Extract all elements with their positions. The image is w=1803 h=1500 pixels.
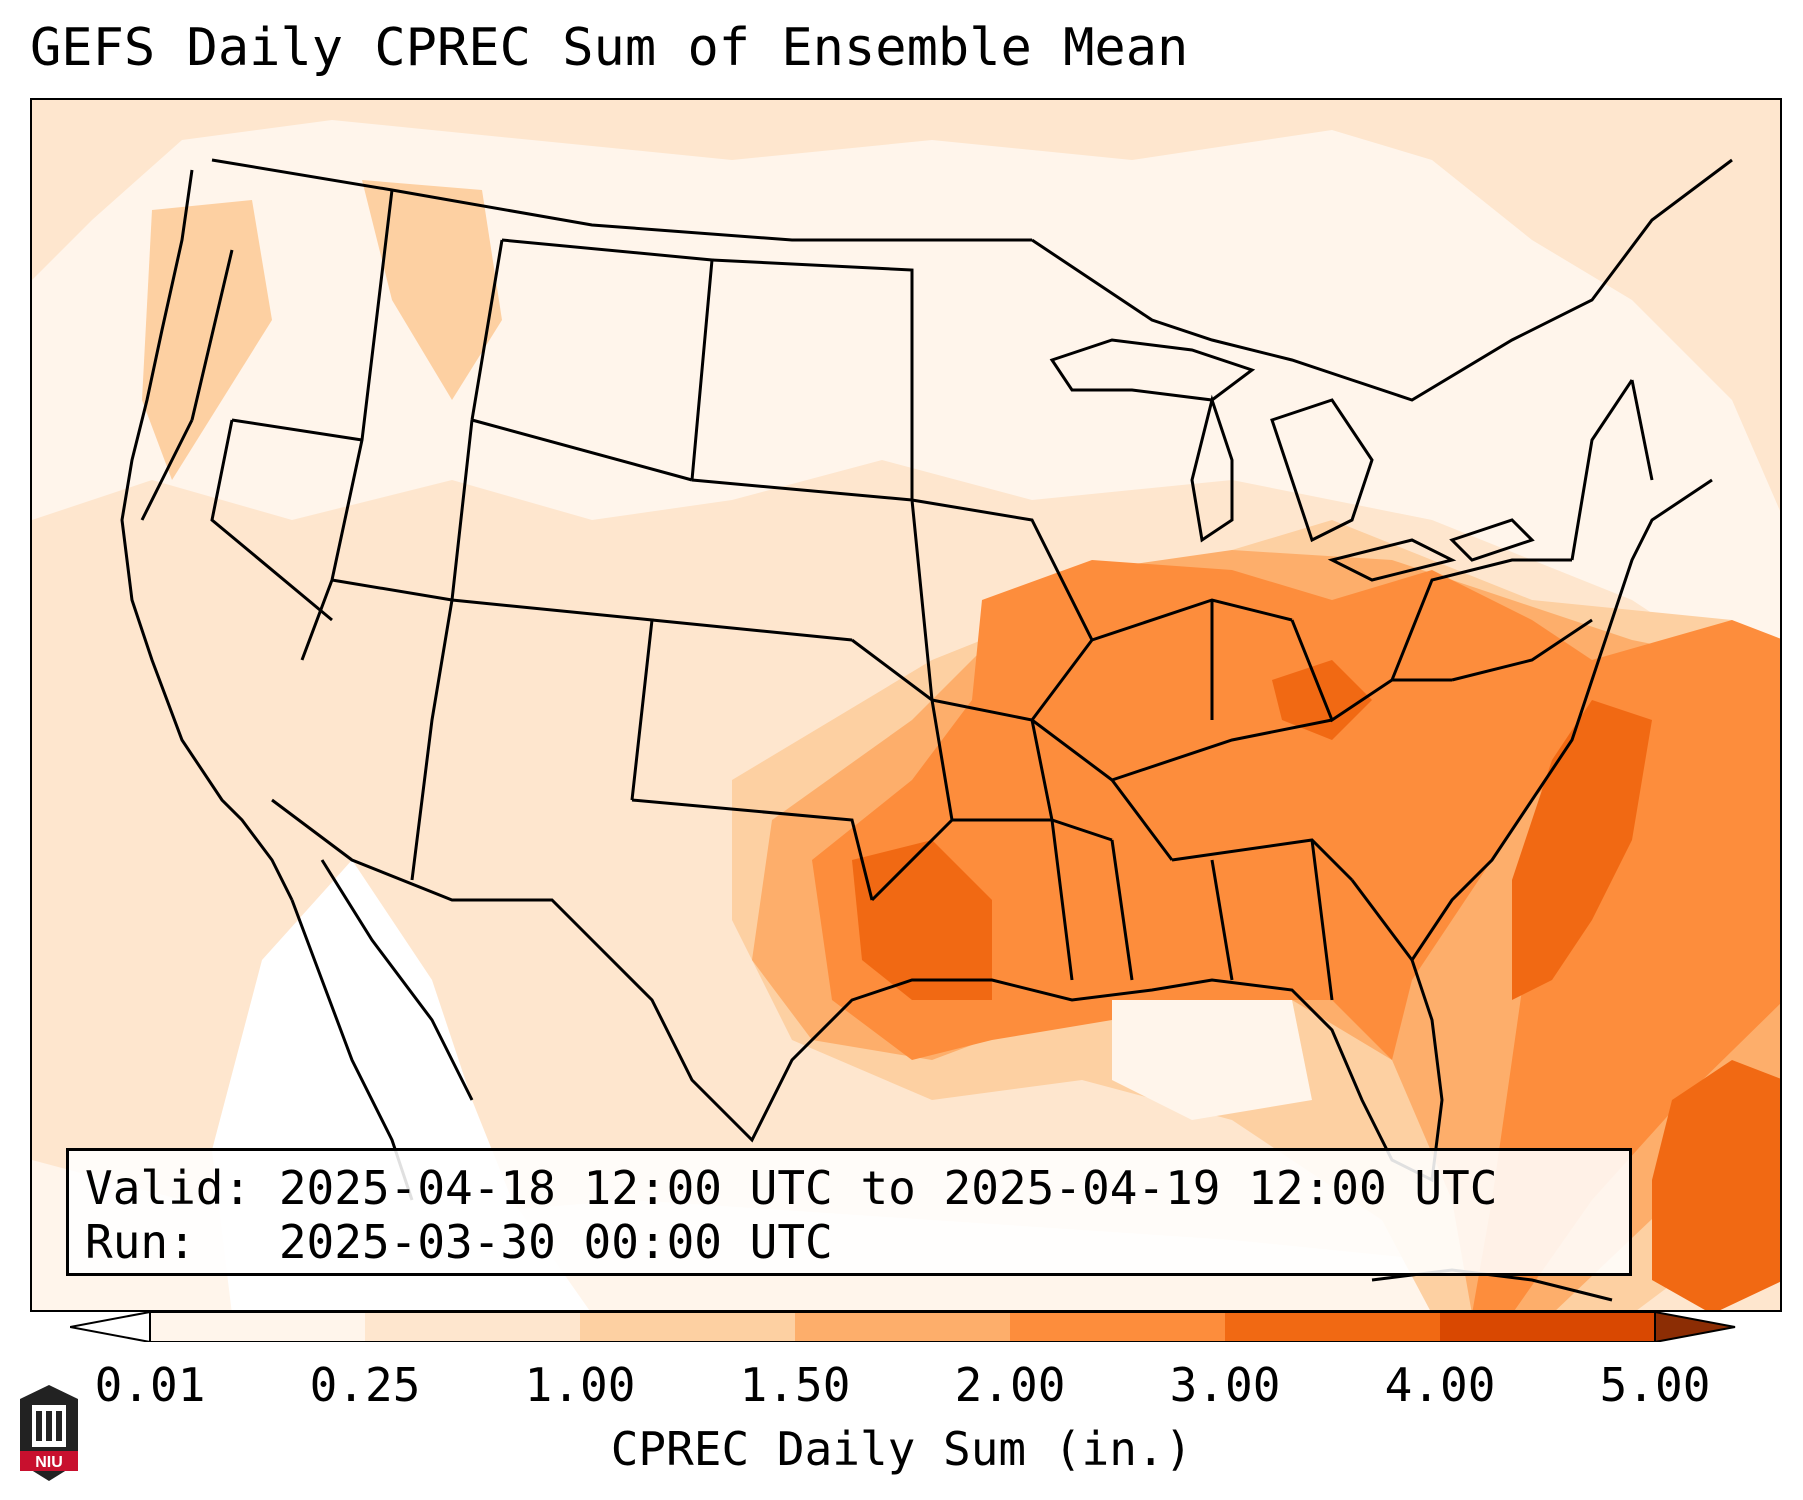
colorbar-bin-4	[795, 1312, 1010, 1342]
colorbar-over-arrow	[1654, 1312, 1736, 1342]
valid-time-text: Valid: 2025-04-18 12:00 UTC to 2025-04-1…	[85, 1161, 1498, 1215]
colorbar-tick: 0.01	[94, 1358, 206, 1412]
logo-text: NIU	[35, 1454, 63, 1471]
map-canvas	[32, 100, 1780, 1310]
boundaries	[120, 158, 1733, 1302]
colorbar-tick: 5.00	[1599, 1358, 1711, 1412]
valid-run-info-box: Valid: 2025-04-18 12:00 UTC to 2025-04-1…	[66, 1148, 1632, 1276]
colorbar-tick: 2.00	[954, 1358, 1066, 1412]
colorbar-bin-3	[580, 1312, 795, 1342]
colorbar	[70, 1312, 1736, 1342]
colorbar-bin-2	[365, 1312, 580, 1342]
colorbar-tick: 1.50	[739, 1358, 851, 1412]
precip-field-dark	[812, 560, 1780, 1310]
colorbar-tick: 3.00	[1169, 1358, 1281, 1412]
colorbar-under-arrow	[70, 1312, 151, 1342]
precipitation-map	[30, 98, 1782, 1312]
colorbar-bin-6	[1225, 1312, 1440, 1342]
colorbar-tick: 0.25	[309, 1358, 421, 1412]
niu-logo: NIU	[20, 1385, 78, 1481]
colorbar-bin-7	[1440, 1312, 1655, 1342]
run-time-text: Run: 2025-03-30 00:00 UTC	[85, 1215, 833, 1269]
colorbar-tick: 4.00	[1384, 1358, 1496, 1412]
colorbar-bin-5	[1010, 1312, 1225, 1342]
colorbar-tick: 1.00	[524, 1358, 636, 1412]
colorbar-bin-1	[150, 1312, 365, 1342]
map-title: GEFS Daily CPREC Sum of Ensemble Mean	[30, 18, 1189, 78]
colorbar-label: CPREC Daily Sum (in.)	[610, 1422, 1193, 1476]
precip-field-deep	[852, 660, 1780, 1310]
